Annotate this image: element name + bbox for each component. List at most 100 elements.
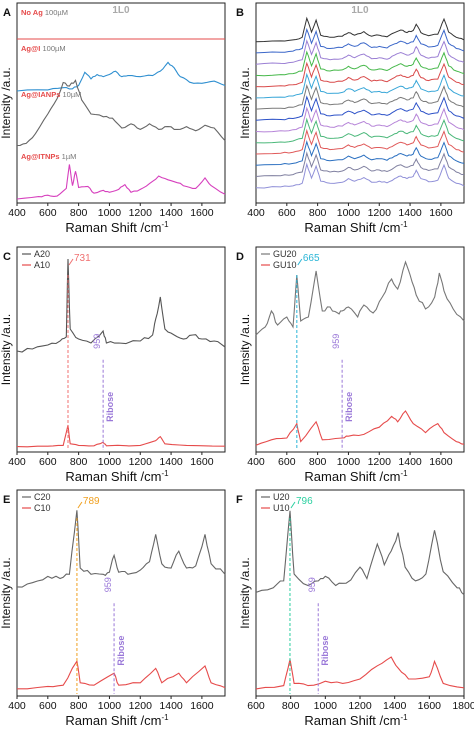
x-tick-label: 1200 (348, 700, 372, 712)
ribose-label: Ribose (320, 636, 330, 666)
x-tick-label: 1400 (159, 456, 183, 468)
x-tick-label: 1600 (429, 456, 453, 468)
legend-label: U10 (273, 503, 290, 513)
panel-letter: B (236, 7, 244, 19)
series-line (255, 39, 465, 65)
x-axis-label: Raman Shift /cm-1 (65, 469, 169, 484)
x-tick-label: 800 (70, 700, 88, 712)
series-label-name: Ag@I (21, 44, 42, 53)
x-tick-label: 1200 (129, 207, 153, 219)
series-line (255, 656, 465, 690)
x-tick-label: 800 (309, 456, 327, 468)
x-tick-label: 1200 (368, 207, 392, 219)
peak-label: 796 (296, 496, 313, 507)
x-axis-label: Raman Shift /cm-1 (65, 220, 169, 235)
legend-label: A20 (34, 249, 50, 259)
x-tick-label: 1600 (190, 207, 214, 219)
x-tick-label: 400 (247, 207, 265, 219)
series-line (16, 258, 226, 353)
plot-frame (255, 489, 465, 697)
y-axis-label: Intensity /a.u. (238, 67, 252, 138)
series-label-conc: 1µM (62, 152, 77, 161)
series-label-name: Ag@IANPs (21, 90, 62, 99)
x-tick-label: 600 (247, 700, 265, 712)
series-label: Ag@IANPs 10µM (21, 90, 81, 99)
legend-label: U20 (273, 492, 290, 502)
x-tick-label: 600 (39, 700, 57, 712)
x-axis-label: Raman Shift /cm-1 (304, 220, 408, 235)
x-axis-label-sup: -1 (400, 469, 408, 478)
series-line (16, 424, 226, 448)
series-line (255, 95, 465, 121)
series-line (255, 27, 465, 54)
x-axis-label: Raman Shift /cm-1 (304, 713, 408, 728)
series-line (17, 659, 226, 690)
series-label: Ag@ITNPs 1µM (21, 152, 76, 161)
x-tick-label: 800 (70, 207, 88, 219)
series-line (255, 16, 465, 43)
chart-title: 1L0 (112, 5, 130, 16)
panel-f: F Intensity /a.u. 600 800 1000 1200 1400 1600 18… (236, 489, 474, 728)
y-axis-label: Intensity /a.u. (0, 314, 13, 385)
y-axis-label: Intensity /a.u. (0, 67, 13, 138)
peak-arrow (77, 501, 83, 509)
series-label-name: Ag@ITNPs (21, 152, 62, 161)
y-axis-label: Intensity /a.u. (238, 557, 252, 628)
x-tick-label: 600 (39, 207, 57, 219)
series-label: No Ag 100µM (21, 8, 68, 17)
panel-c: C Intensity /a.u. 400 600 800 1000 1200 1400 160… (0, 246, 226, 484)
y-axis-label: Intensity /a.u. (238, 314, 252, 385)
peak-label: 789 (83, 496, 100, 507)
series-line (16, 79, 226, 147)
panel-letter: F (236, 494, 243, 506)
x-tick-label: 400 (8, 456, 26, 468)
plot-frame (16, 2, 226, 204)
series-line (255, 151, 465, 177)
x-tick-label: 600 (278, 456, 296, 468)
series-label-name: No Ag (21, 8, 45, 17)
series-line (255, 106, 465, 133)
ribose-label: Ribose (105, 392, 115, 422)
x-axis-label-sup: -1 (161, 220, 169, 229)
peak-arrow (297, 258, 303, 266)
series-line (255, 162, 465, 189)
legend-label: C20 (34, 492, 51, 502)
panel-letter: C (3, 251, 11, 263)
panel-letter: E (3, 494, 10, 506)
series-line (255, 50, 465, 77)
series-line (255, 117, 465, 144)
ribose-wavenumber-label: 959 (307, 577, 317, 592)
ribose-wavenumber-label: 959 (92, 334, 102, 349)
series-label: Ag@I 100µM (21, 44, 66, 53)
panel-e: E Intensity /a.u. 400 600 800 1000 1200 1400 160… (0, 489, 226, 728)
y-axis-label: Intensity /a.u. (0, 557, 13, 628)
peak-label: 731 (74, 253, 91, 264)
x-tick-label: 1400 (398, 207, 422, 219)
panel-letter: D (236, 251, 244, 263)
x-tick-label: 1400 (383, 700, 407, 712)
peak-label: 665 (303, 253, 320, 264)
legend-label: A10 (34, 260, 50, 270)
legend-label: GU10 (273, 260, 297, 270)
legend-label: C10 (34, 503, 51, 513)
x-axis-label: Raman Shift /cm-1 (65, 713, 169, 728)
x-axis-label: Raman Shift /cm-1 (304, 469, 408, 484)
series-line (16, 61, 226, 92)
x-tick-label: 1000 (314, 700, 338, 712)
x-axis-label-sup: -1 (161, 713, 169, 722)
ribose-wavenumber-label: 959 (103, 577, 113, 592)
x-tick-label: 1400 (159, 700, 183, 712)
series-label-conc: 100µM (42, 44, 65, 53)
panel-letter: A (3, 7, 11, 19)
x-tick-label: 800 (282, 700, 300, 712)
x-tick-label: 1800 (452, 700, 474, 712)
legend-label: GU20 (273, 249, 297, 259)
x-tick-label: 1600 (190, 456, 214, 468)
x-axis-label-sup: -1 (400, 713, 408, 722)
x-tick-label: 400 (8, 700, 26, 712)
ribose-label: Ribose (116, 636, 126, 666)
series-line (255, 61, 465, 88)
series-line (255, 410, 465, 446)
